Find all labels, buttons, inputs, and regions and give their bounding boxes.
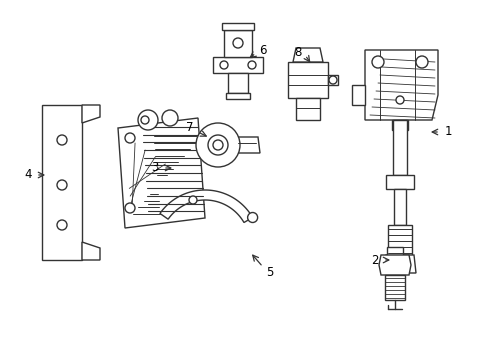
Circle shape: [57, 180, 67, 190]
Polygon shape: [392, 120, 406, 175]
Circle shape: [371, 56, 383, 68]
Polygon shape: [224, 30, 251, 57]
Polygon shape: [82, 242, 100, 260]
Circle shape: [138, 110, 158, 130]
Circle shape: [247, 61, 256, 69]
Text: 6: 6: [259, 44, 266, 57]
Circle shape: [328, 76, 336, 84]
Polygon shape: [292, 48, 323, 62]
Polygon shape: [387, 225, 411, 255]
Text: 3: 3: [151, 162, 159, 175]
Text: 7: 7: [186, 121, 193, 135]
Polygon shape: [384, 275, 404, 300]
Polygon shape: [385, 175, 413, 189]
Text: 4: 4: [24, 168, 32, 181]
Polygon shape: [383, 255, 415, 273]
Polygon shape: [393, 189, 405, 225]
Circle shape: [247, 212, 257, 222]
Polygon shape: [222, 23, 253, 30]
Polygon shape: [295, 98, 319, 120]
Circle shape: [141, 116, 149, 124]
Circle shape: [189, 196, 197, 204]
Circle shape: [196, 123, 240, 167]
Text: 8: 8: [294, 45, 301, 58]
Circle shape: [125, 203, 135, 213]
Polygon shape: [42, 105, 82, 260]
Polygon shape: [160, 190, 252, 222]
Polygon shape: [351, 85, 364, 105]
Text: 2: 2: [370, 253, 378, 266]
Circle shape: [207, 135, 227, 155]
Circle shape: [220, 61, 227, 69]
Circle shape: [125, 133, 135, 143]
Text: 5: 5: [266, 265, 273, 279]
Polygon shape: [391, 120, 407, 130]
Polygon shape: [236, 137, 260, 153]
Polygon shape: [327, 75, 337, 85]
Circle shape: [57, 220, 67, 230]
Circle shape: [415, 56, 427, 68]
Text: 1: 1: [443, 126, 451, 139]
Polygon shape: [213, 57, 263, 73]
Polygon shape: [386, 247, 402, 255]
Polygon shape: [287, 62, 327, 98]
Polygon shape: [364, 50, 437, 120]
Polygon shape: [118, 118, 204, 228]
Circle shape: [395, 96, 403, 104]
Circle shape: [232, 38, 243, 48]
Polygon shape: [227, 73, 247, 93]
Polygon shape: [225, 93, 249, 99]
Polygon shape: [378, 255, 410, 275]
Circle shape: [213, 140, 223, 150]
Circle shape: [162, 110, 178, 126]
Polygon shape: [82, 105, 100, 123]
Circle shape: [57, 135, 67, 145]
